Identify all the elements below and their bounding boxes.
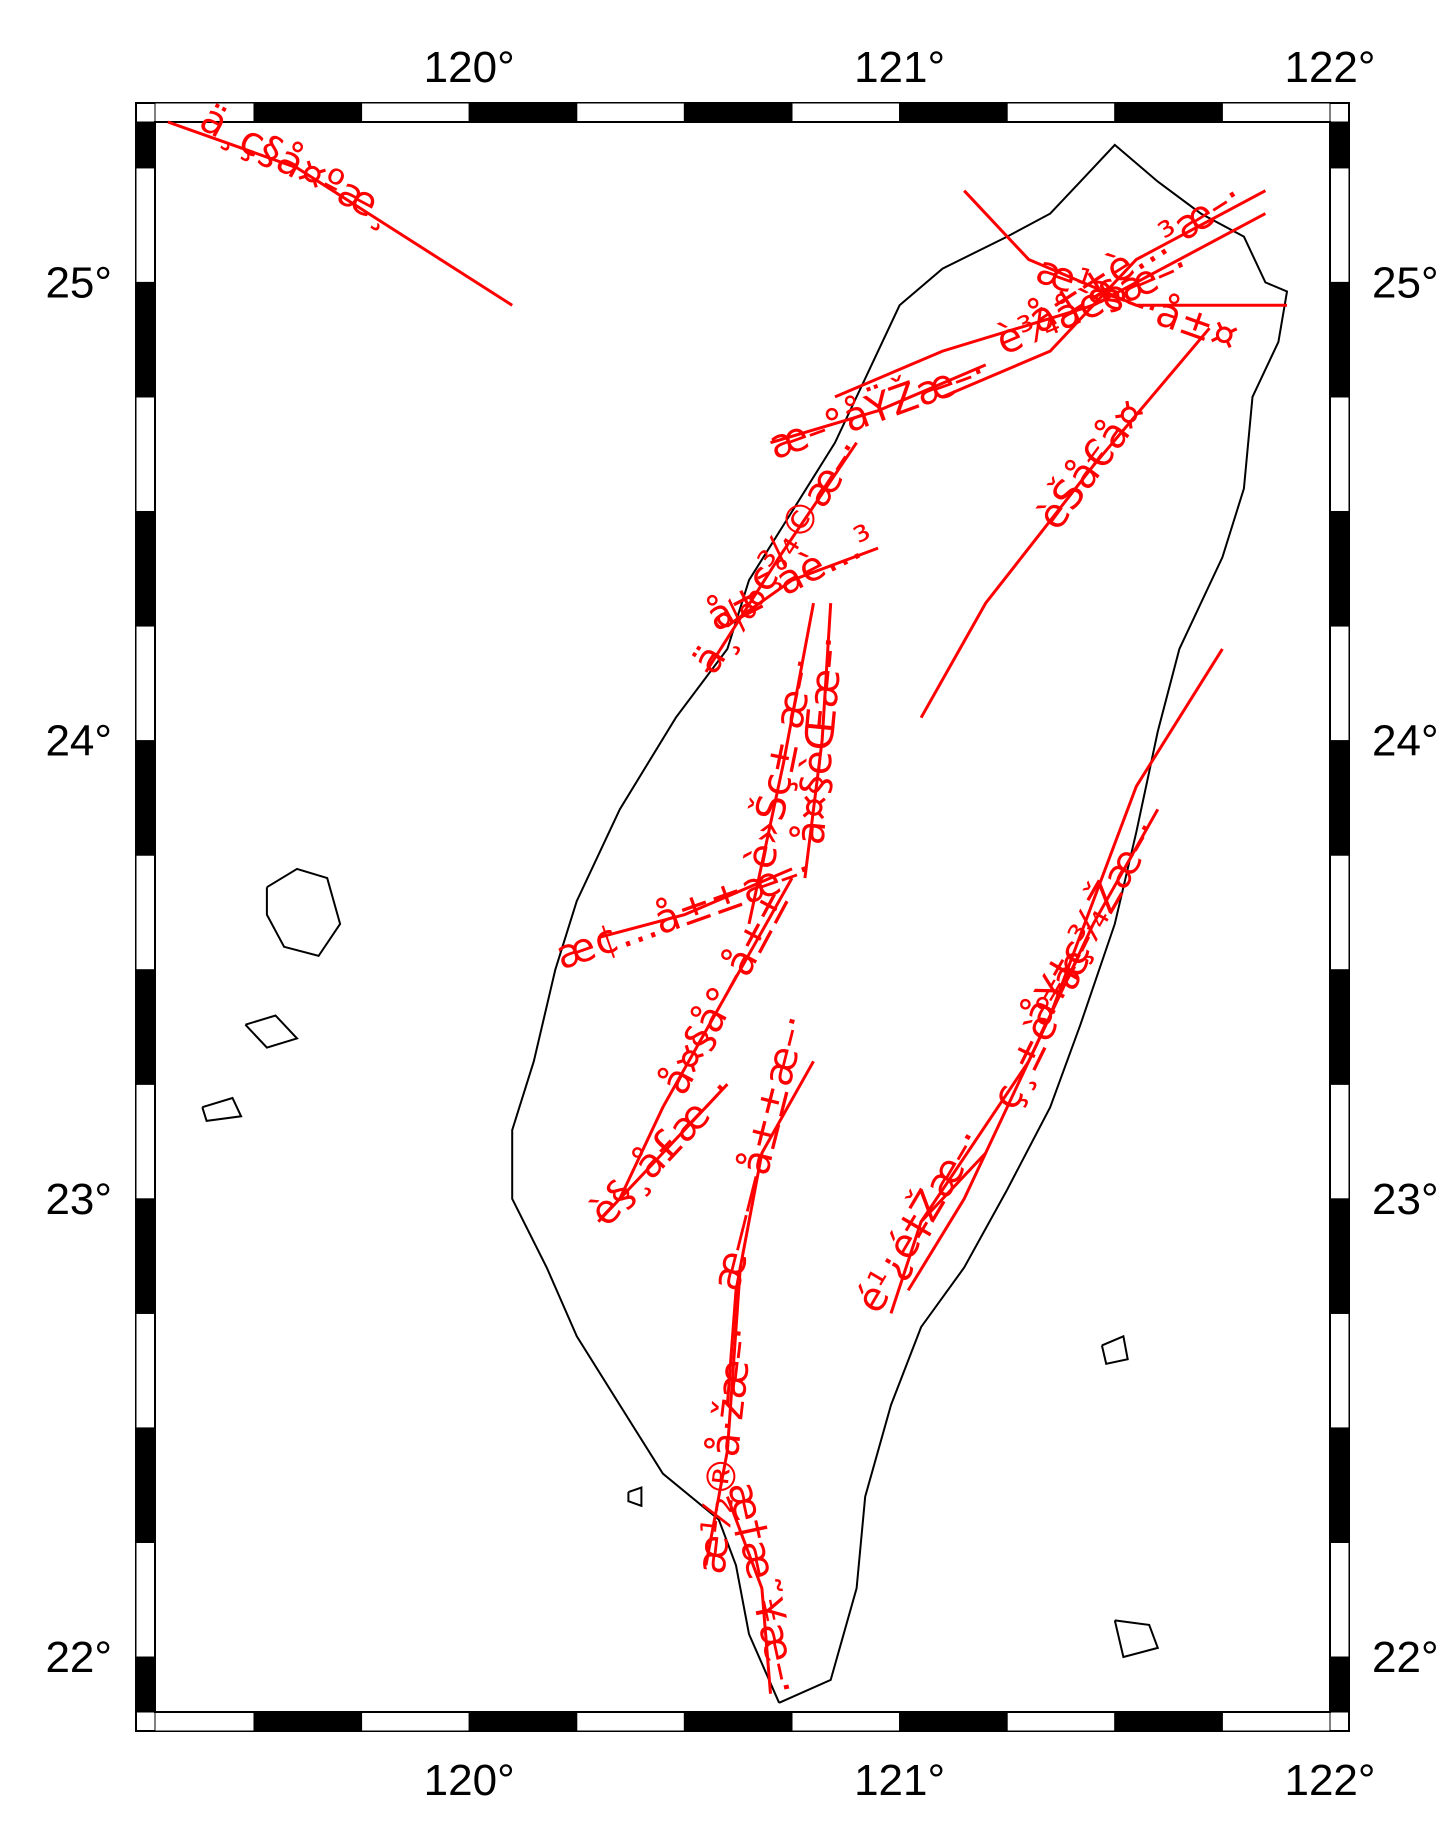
frame-bar-right <box>1329 1312 1350 1429</box>
frame-bar-left <box>135 1541 156 1658</box>
lon-tick-label-bottom: 120° <box>424 1756 515 1805</box>
frame-bar-right <box>1329 1198 1350 1314</box>
frame-bar-left <box>135 1312 156 1429</box>
frame-bar-bottom <box>1221 1711 1331 1732</box>
fault-line <box>597 867 793 940</box>
frame-bar-bottom <box>361 1711 470 1732</box>
frame-bar-bottom <box>899 1711 1008 1732</box>
frame-bar-top <box>468 102 578 123</box>
frame-bar-right <box>1329 396 1350 512</box>
lon-tick-label-top: 121° <box>854 43 945 92</box>
frame-bar-bottom <box>154 1711 255 1732</box>
lon-tick-label-bottom: 122° <box>1284 1756 1375 1805</box>
lat-tick-label-right: 25° <box>1372 258 1439 307</box>
frame-bar-left <box>135 1656 156 1713</box>
frame-bar-top <box>1221 102 1331 123</box>
island-coastline <box>1113 1619 1160 1659</box>
frame-bar-right <box>1329 121 1350 169</box>
fault-line <box>963 189 1287 307</box>
fault-line <box>726 546 879 628</box>
frame-bar-right <box>1329 854 1350 971</box>
frame-bar-top <box>1006 102 1116 123</box>
island-coastline <box>627 1486 643 1508</box>
frame-bar-left <box>135 969 156 1085</box>
fault-line <box>167 120 514 307</box>
fault-line <box>747 602 815 925</box>
lat-tick-label-right: 23° <box>1372 1175 1439 1224</box>
frame-bar-top <box>361 102 470 123</box>
frame-bar-top <box>791 102 901 123</box>
frame-bar-left <box>135 396 156 512</box>
frame-bar-bottom <box>253 1711 363 1732</box>
fault-line <box>834 212 1267 399</box>
frame-bar-right <box>1329 1656 1350 1713</box>
lat-tick-label-right: 22° <box>1372 1633 1439 1682</box>
frame-bar-top <box>899 102 1008 123</box>
fault-line <box>803 603 833 879</box>
frame-bar-bottom <box>1006 1711 1116 1732</box>
fault-line <box>725 1060 815 1406</box>
frame-bar-bottom <box>683 1711 793 1732</box>
frame-bar-right <box>1329 281 1350 398</box>
fault-line <box>618 877 794 1200</box>
frame-bar-right <box>1329 740 1350 856</box>
frame-bar-left <box>135 1427 156 1543</box>
lon-tick-label-bottom: 121° <box>854 1756 945 1805</box>
frame-bar-left <box>135 740 156 856</box>
fault-line <box>770 363 987 445</box>
frame-bar-right <box>1329 1427 1350 1543</box>
fault-line <box>725 1496 772 1694</box>
lat-tick-label-left: 23° <box>45 1175 112 1224</box>
fault-line <box>942 189 1267 399</box>
island-coastline <box>201 1096 243 1123</box>
map-area <box>154 121 1331 1713</box>
frame-bar-bottom <box>468 1711 578 1732</box>
lon-tick-label-top: 120° <box>424 43 515 92</box>
frame-bar-bottom <box>791 1711 901 1732</box>
island-coastline <box>265 867 342 958</box>
frame-bar-left <box>135 121 156 169</box>
frame-bar-top <box>576 102 685 123</box>
fault-line <box>919 808 1160 1223</box>
frame-bar-left <box>135 510 156 627</box>
frame-bar-right <box>1329 1083 1350 1200</box>
taiwan-coastline <box>511 143 1289 1704</box>
fault-line <box>889 1151 987 1314</box>
lat-tick-label-left: 24° <box>45 717 112 766</box>
frame-bar-right <box>1329 969 1350 1085</box>
fault-line <box>919 327 1211 719</box>
frame-bar-right <box>1329 510 1350 627</box>
lat-tick-label-left: 22° <box>45 1633 112 1682</box>
island-coastline <box>1100 1334 1129 1365</box>
fault-line <box>704 441 858 673</box>
frame-bar-right <box>1329 167 1350 283</box>
frame-bar-left <box>135 167 156 283</box>
frame-bar-left <box>135 625 156 742</box>
coastline <box>201 143 1289 1704</box>
frame-bar-left <box>135 854 156 971</box>
frame-bar-left <box>135 1198 156 1314</box>
frame-bar-bottom <box>576 1711 685 1732</box>
frame-bar-left <box>135 281 156 398</box>
frame-bar-right <box>1329 625 1350 742</box>
map-frame <box>135 102 1350 1732</box>
lon-tick-label-top: 122° <box>1284 43 1375 92</box>
frame-bar-bottom <box>1114 1711 1223 1732</box>
lat-tick-label-right: 24° <box>1372 717 1439 766</box>
frame-bar-top <box>1114 102 1223 123</box>
frame-bar-left <box>135 1083 156 1200</box>
island-coastline <box>244 1014 299 1049</box>
tick-labels: 120° 120° 121° 121° 122° 122° 22° 22° 23° 23° 24° 2… <box>45 43 1438 1805</box>
frame-bar-top <box>253 102 363 123</box>
frame-bar-top <box>683 102 793 123</box>
lat-tick-label-left: 25° <box>45 258 112 307</box>
fault-line <box>597 1083 729 1223</box>
frame-bar-right <box>1329 1541 1350 1658</box>
fault-line <box>704 1267 742 1566</box>
